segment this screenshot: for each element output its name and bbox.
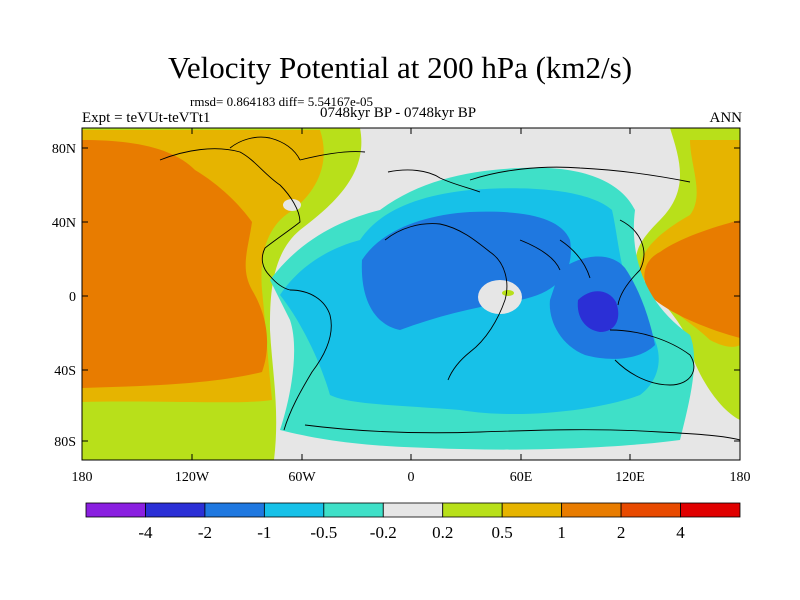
positive-patch-africa <box>502 290 514 296</box>
colorbar-label: 0.5 <box>492 523 513 542</box>
contour-neg-1 <box>361 211 571 330</box>
lon-tick-label: 60W <box>288 470 316 485</box>
colorbar-swatch <box>620 502 681 518</box>
period-label: 0748kyr BP - 0748kyr BP <box>320 105 477 121</box>
colorbar-label: 2 <box>617 523 626 542</box>
lon-tick-label: 180 <box>72 470 93 485</box>
colorbar-label: -2 <box>198 523 212 542</box>
contour-neg-2 <box>577 291 619 332</box>
lat-tick-label: 40N <box>52 216 76 231</box>
colorbar-label: 4 <box>676 523 685 542</box>
coastlines <box>159 136 740 441</box>
lon-tick-label: 60E <box>510 470 533 485</box>
map-title: Velocity Potential at 200 hPa (km2/s) <box>167 50 633 85</box>
colorbar-label: 1 <box>557 523 566 542</box>
colorbar-swatch <box>145 502 206 518</box>
lat-tick-label: 0 <box>69 290 76 305</box>
latitude-axis: 80N 40N 0 40S 80S <box>52 142 740 450</box>
colorbar-swatch <box>501 502 563 518</box>
colorbar-label: 0.2 <box>432 523 453 542</box>
colorbar-swatch <box>561 502 622 518</box>
colorbar-swatch <box>204 502 265 518</box>
season-label: ANN <box>709 110 743 126</box>
colorbar-swatch <box>85 502 146 518</box>
contour-west-pacific-2 <box>644 220 740 338</box>
experiment-label: Expt = teVUt-teVTt1 <box>82 110 211 126</box>
longitude-axis: 180 120W 60W 0 60E 120E 180 <box>72 128 751 485</box>
neutral-patch-africa <box>478 280 522 314</box>
lon-tick-label: 120E <box>615 470 645 485</box>
colorbar: -4 -2 -1 -0.5 -0.2 0.2 0.5 1 2 4 <box>85 502 741 542</box>
lon-tick-label: 120W <box>175 470 210 485</box>
colorbar-label: -0.5 <box>310 523 337 542</box>
contour-field <box>82 128 740 460</box>
lat-tick-label: 80S <box>54 435 76 450</box>
colorbar-label: -1 <box>257 523 271 542</box>
colorbar-swatch <box>680 502 741 518</box>
colorbar-label: -0.2 <box>370 523 397 542</box>
contour-east-pacific-2 <box>82 140 268 388</box>
lat-tick-label: 80N <box>52 142 76 157</box>
colorbar-label: -4 <box>138 523 153 542</box>
lon-tick-label: 0 <box>408 470 415 485</box>
colorbar-swatch <box>382 502 444 518</box>
colorbar-swatch <box>263 502 325 518</box>
lat-tick-label: 40S <box>54 364 76 379</box>
colorbar-swatch <box>442 502 503 518</box>
colorbar-swatch <box>323 502 384 518</box>
neutral-patch-nw-atlantic <box>283 199 301 211</box>
lon-tick-label: 180 <box>730 470 751 485</box>
rmsd-diff-text: rmsd= 0.864183 diff= 5.54167e-05 <box>190 94 374 109</box>
